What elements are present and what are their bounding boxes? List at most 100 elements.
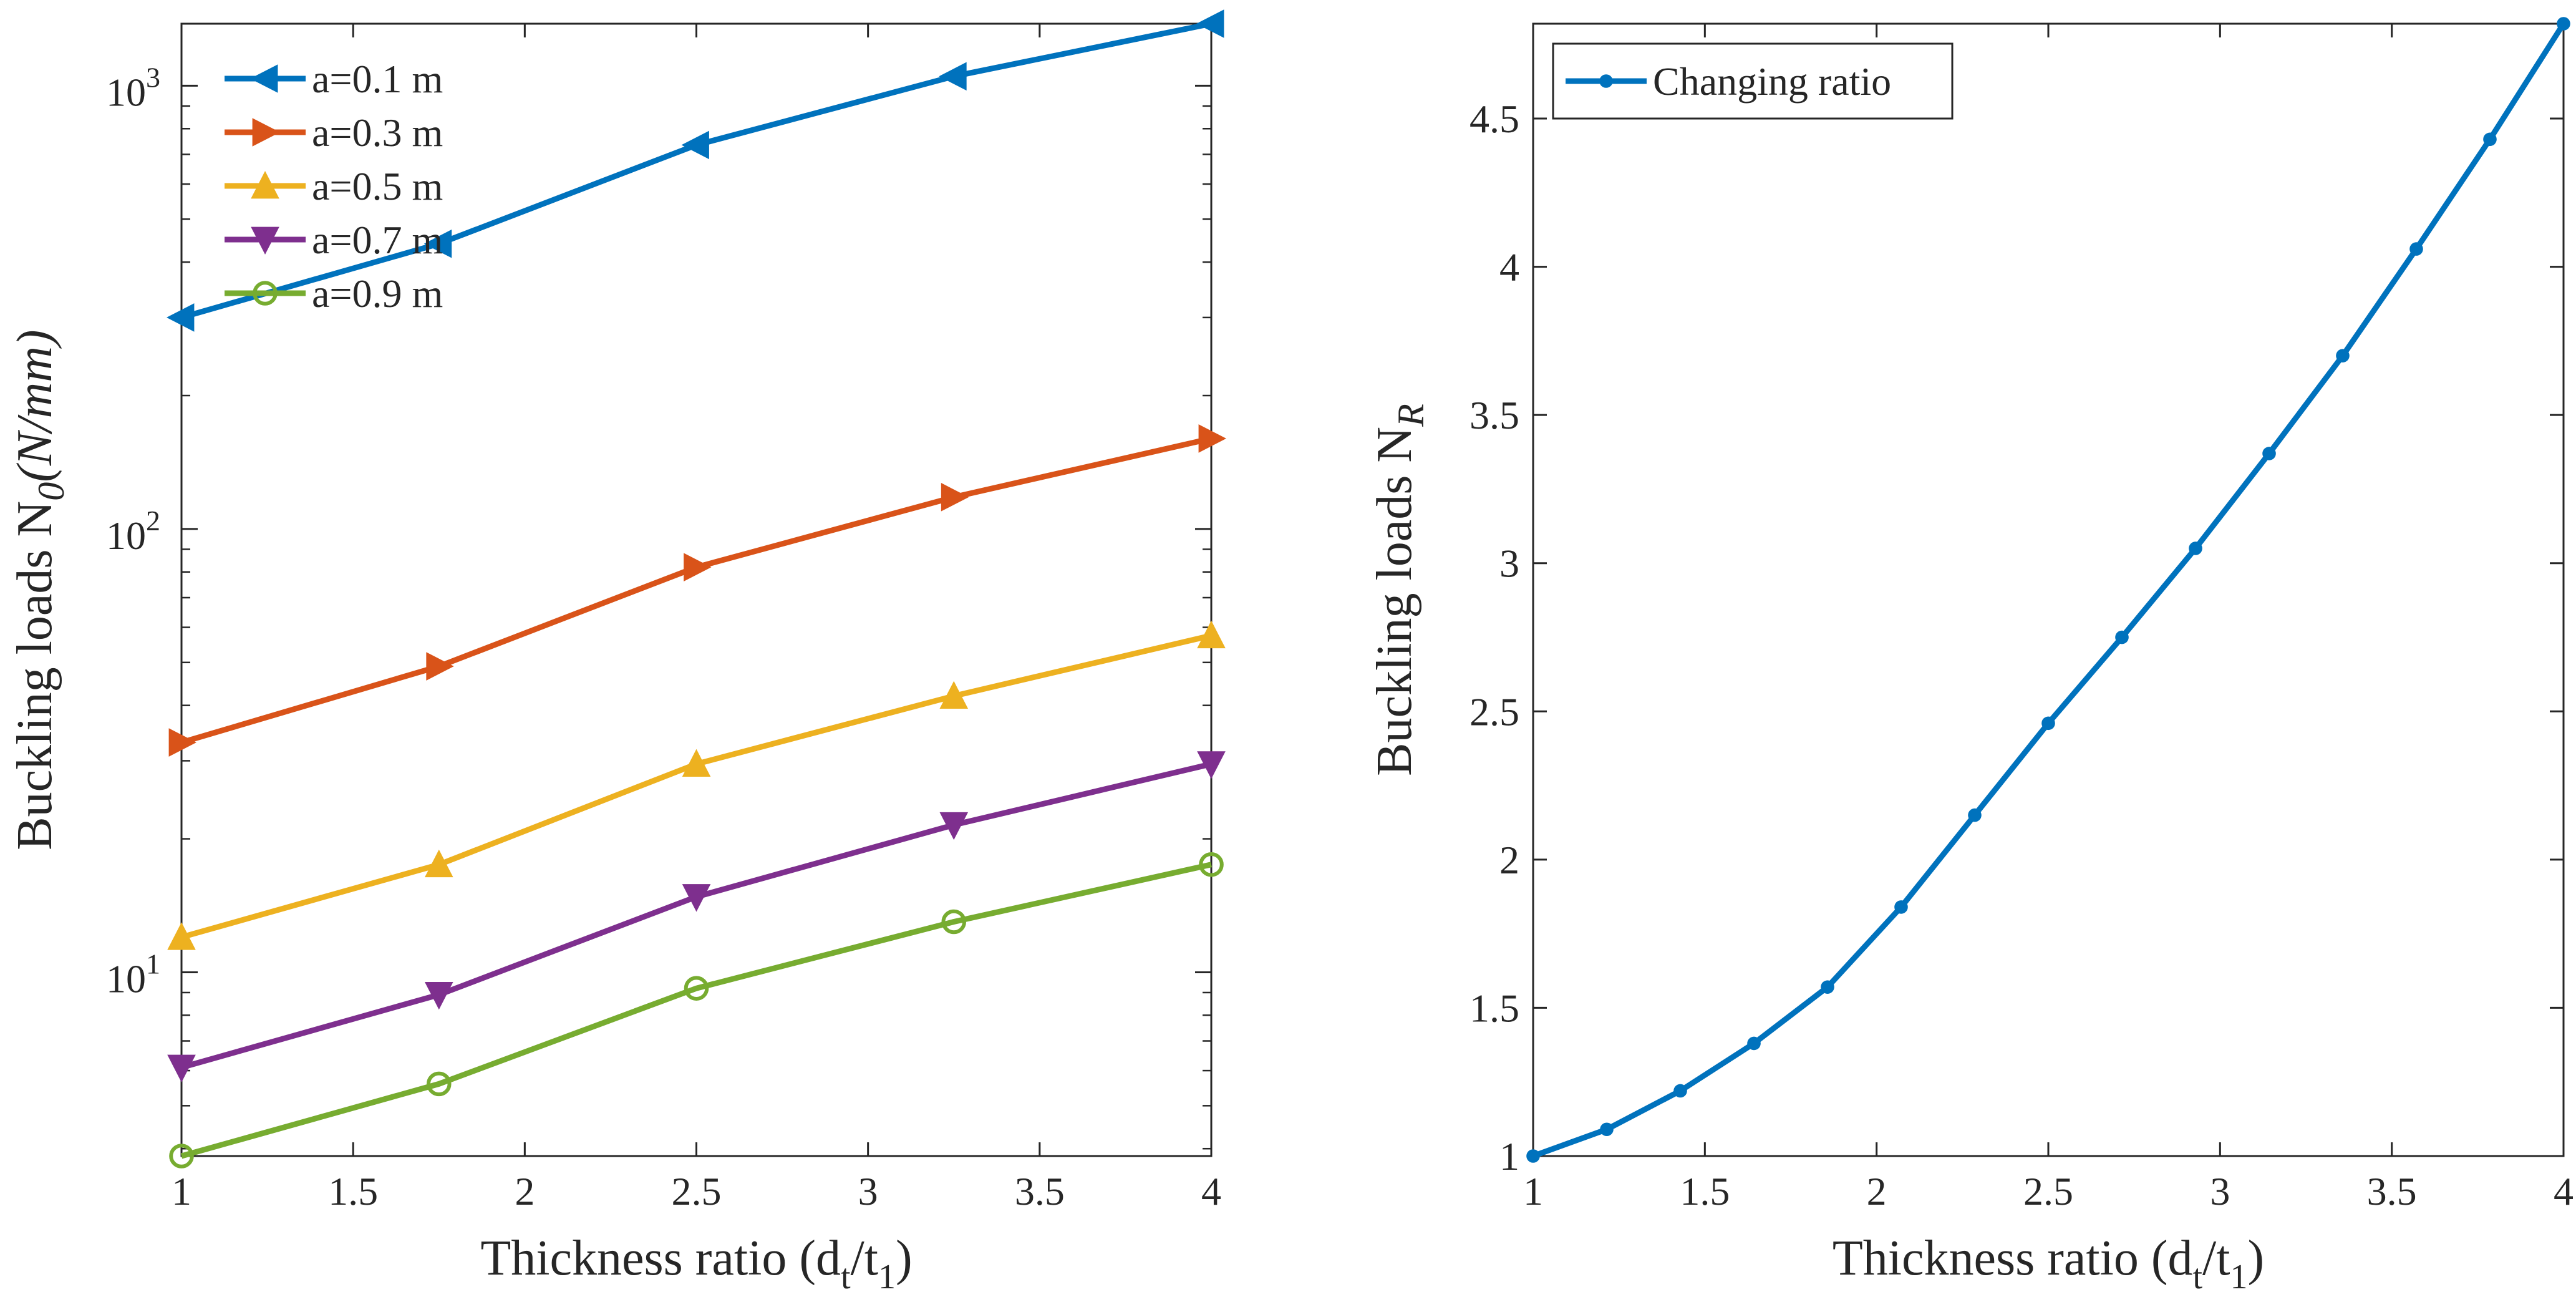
data-point: [2557, 17, 2570, 31]
data-point: [1821, 980, 1834, 994]
legend: a=0.1 m a=0.3 m a=0.5 m a=0.7 m a=0.9 m: [225, 57, 443, 316]
x-tick-label: 1: [172, 1169, 191, 1213]
data-point: [941, 909, 967, 935]
y-tick-label: 3: [1499, 542, 1519, 586]
data-point: [2336, 349, 2350, 362]
data-point: [424, 982, 453, 1010]
data-point: [2409, 242, 2423, 256]
x-axis-label-subscript: 1: [2230, 1258, 2248, 1296]
data-point: [1196, 9, 1224, 38]
x-tick-label: 1: [1523, 1169, 1543, 1213]
data-point: [2041, 716, 2055, 731]
data-point: [426, 1071, 452, 1097]
x-tick-label: 3: [2210, 1169, 2230, 1213]
x-tick-label: 3.5: [1015, 1169, 1065, 1213]
data-point: [424, 229, 452, 258]
y-tick-label: 1.5: [1470, 986, 1519, 1030]
x-tick-label: 2.5: [2023, 1169, 2073, 1213]
series-3: [167, 620, 1226, 950]
data-point: [1197, 751, 1226, 779]
data-point: [1526, 1149, 1540, 1163]
data-point: [682, 749, 711, 777]
data-point: [1673, 1084, 1687, 1098]
x-tick-label: 3.5: [2367, 1169, 2417, 1213]
x-tick-label: 4: [1201, 1169, 1221, 1213]
y-tick-label: 4.5: [1470, 97, 1519, 141]
data-point: [684, 976, 709, 1001]
x-axis-label-subscript: t: [2192, 1258, 2202, 1296]
legend: Changing ratio: [1552, 42, 1954, 120]
y-tick-exponent: 1: [146, 948, 160, 979]
x-axis-label-subscript: 1: [878, 1258, 896, 1296]
y-axis-label: Buckling loads N0(N/mm): [7, 329, 72, 850]
x-tick-label: 4: [2554, 1169, 2574, 1213]
series-line: [1532, 22, 2566, 1159]
x-axis-label: Thickness ratio (dt/t1): [480, 1231, 912, 1296]
legend-label: a=0.7 m: [312, 218, 443, 262]
data-point: [1747, 1036, 1761, 1051]
x-axis-label-text: ): [2248, 1231, 2265, 1286]
data-point: [167, 303, 195, 332]
data-point: [939, 681, 969, 709]
data-point: [1968, 808, 1982, 822]
y-axis-label-text: Buckling loads N: [7, 501, 62, 850]
data-point: [1198, 424, 1226, 453]
x-axis-label: Thickness ratio (dt/t1): [1833, 1231, 2264, 1296]
axes-box: [1532, 22, 2565, 1157]
legend-label: a=0.5 m: [312, 164, 443, 208]
y-axis-label-text: Buckling loads N: [1367, 427, 1422, 776]
data-point: [1199, 852, 1224, 877]
x-tick-label: 1.5: [1680, 1169, 1730, 1213]
x-axis-label-subscript: t: [841, 1258, 851, 1296]
series-4: [167, 751, 1226, 1082]
x-tick-label: 3: [858, 1169, 878, 1213]
series-line: [180, 435, 1212, 746]
legend-marker: [253, 281, 278, 306]
data-point: [1600, 1122, 1614, 1137]
data-point: [168, 728, 196, 757]
y-axis-label-subscript: R: [1390, 404, 1431, 427]
data-point: [684, 553, 712, 581]
data-point: [167, 1054, 196, 1082]
data-point: [1894, 900, 1908, 914]
chart-2: 1 1.5 2 2.5 3 3.5 4 1 1.5 2 2.5 3 3.5 4 4.5 Thickness r…: [1367, 17, 2574, 1296]
legend-marker: [252, 118, 280, 147]
legend-marker: [250, 64, 278, 93]
legend-label: a=0.9 m: [312, 271, 443, 316]
y-tick-label: 2: [1499, 838, 1519, 882]
y-tick-label: 4: [1499, 245, 1519, 289]
y-axis-label-unit: (N/mm): [7, 329, 62, 482]
series-2: [168, 424, 1226, 757]
data-point: [941, 483, 969, 512]
y-tick-label: 2.5: [1470, 689, 1519, 734]
x-axis-label-text: /t: [2202, 1231, 2230, 1286]
x-axis-label-text: /t: [851, 1231, 878, 1286]
data-point: [2483, 132, 2497, 147]
x-tick-label: 2: [1867, 1169, 1887, 1213]
y-axis-label-subscript: 0: [31, 482, 72, 501]
y-tick-exponent: 3: [146, 61, 160, 93]
y-axis-label: Buckling loads NR: [1367, 404, 1431, 776]
data-point: [682, 884, 711, 912]
y-tick-label: 103: [106, 61, 160, 114]
legend-label: a=0.1 m: [312, 57, 443, 101]
data-point: [1197, 620, 1226, 649]
y-tick-exponent: 2: [146, 505, 160, 537]
series-1: [167, 9, 1224, 332]
data-point: [681, 130, 709, 160]
data-point: [2189, 542, 2202, 555]
series-1: [1526, 17, 2570, 1163]
legend-marker: [251, 226, 279, 255]
y-tick-label: 1: [1499, 1134, 1519, 1178]
x-axis-label-text: Thickness ratio (d: [480, 1231, 841, 1286]
x-tick-label: 1.5: [328, 1169, 378, 1213]
series-line: [180, 862, 1212, 1159]
y-tick-label: 101: [106, 948, 160, 1001]
data-point: [169, 1144, 194, 1169]
data-point: [939, 62, 967, 91]
data-point: [426, 652, 454, 681]
x-tick-label: 2.5: [672, 1169, 722, 1213]
series-line: [180, 761, 1213, 1071]
